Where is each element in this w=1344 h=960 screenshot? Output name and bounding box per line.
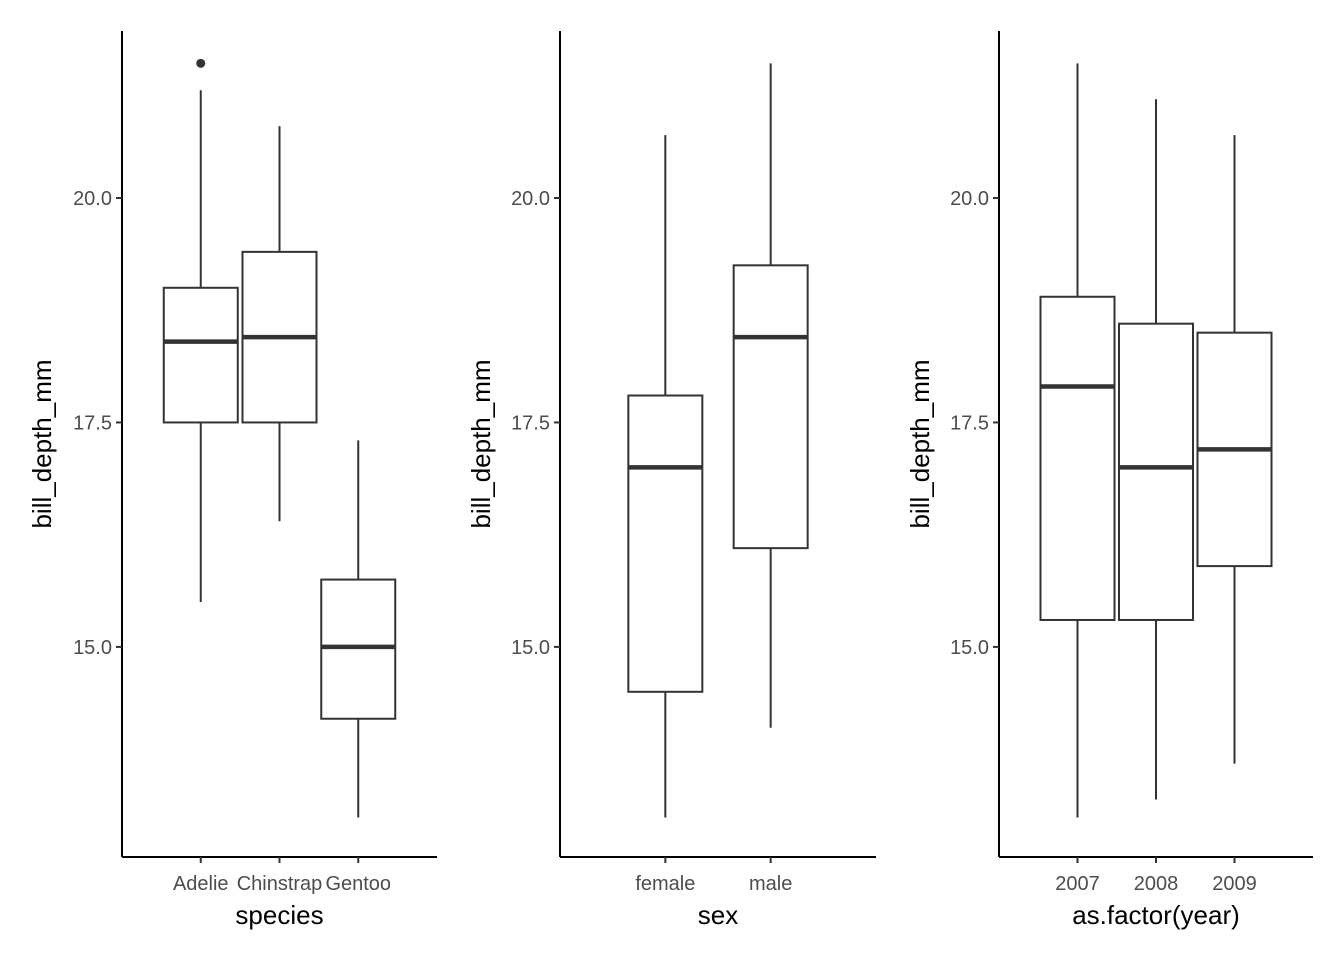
y-tick-label: 15.0 <box>73 637 112 659</box>
x-axis-title: species <box>235 900 323 930</box>
y-axis-title: bill_depth_mm <box>27 359 57 528</box>
box-Gentoo <box>320 440 397 818</box>
y-tick-label: 20.0 <box>511 188 550 210</box>
y-axis-title: bill_depth_mm <box>905 359 935 528</box>
x-tick-label: female <box>635 873 695 895</box>
y-tick-label: 17.5 <box>950 412 989 434</box>
x-tick-label: Chinstrap <box>237 873 323 895</box>
box-female <box>627 135 704 818</box>
x-axis-title: sex <box>698 900 738 930</box>
box-2008 <box>1118 99 1194 800</box>
y-tick-label: 20.0 <box>73 188 112 210</box>
box-2009 <box>1196 135 1273 764</box>
iqr-box <box>627 394 704 693</box>
y-tick-label: 20.0 <box>950 188 989 210</box>
x-tick-label: 2007 <box>1055 873 1100 895</box>
x-tick-label: Gentoo <box>325 873 391 895</box>
y-axis-title: bill_depth_mm <box>466 359 496 528</box>
y-tick-label: 15.0 <box>511 637 550 659</box>
iqr-box <box>1118 322 1194 621</box>
iqr-box <box>732 264 809 550</box>
iqr-box <box>162 286 239 424</box>
x-tick-label: Adelie <box>173 873 229 895</box>
y-tick-label: 17.5 <box>73 412 112 434</box>
iqr-box <box>1039 295 1116 621</box>
outlier-point <box>196 58 206 68</box>
box-Adelie <box>162 58 239 603</box>
panel-1: 15.0 17.5 20.0 Adelie Chinstrap Gentoospecies… <box>27 31 437 930</box>
x-tick-label: male <box>749 873 792 895</box>
x-axis-title: as.factor(year) <box>1072 900 1240 930</box>
x-tick-label: 2008 <box>1134 873 1179 895</box>
box-2007 <box>1039 63 1116 818</box>
y-tick-label: 17.5 <box>511 412 550 434</box>
x-tick-label: 2009 <box>1212 873 1257 895</box>
y-tick-label: 15.0 <box>950 637 989 659</box>
box-male <box>732 63 809 728</box>
box-Chinstrap <box>241 126 318 522</box>
panel-3: 15.0 17.5 20.0 2007 2008 2009 as.factor(year) b… <box>905 31 1313 930</box>
